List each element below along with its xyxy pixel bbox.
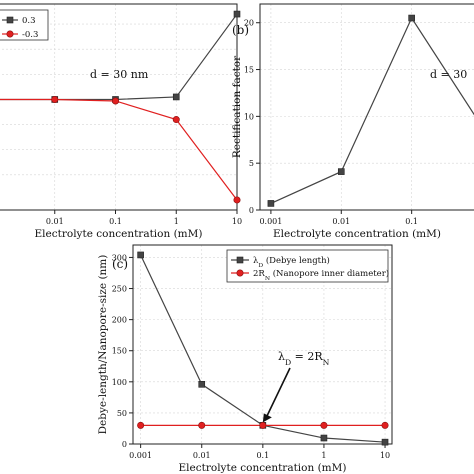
data-point xyxy=(112,97,120,105)
x-tick-label: 0.001 xyxy=(129,451,152,460)
data-point xyxy=(408,14,415,22)
x-tick-label: 1 xyxy=(321,451,326,460)
y-tick-label: 10 xyxy=(244,112,254,121)
data-point xyxy=(172,116,180,124)
data-point xyxy=(259,421,267,429)
x-tick-label: 0.1 xyxy=(256,451,269,460)
panel-label: (b) xyxy=(232,23,249,37)
y-tick-label: 0 xyxy=(122,440,127,449)
y-tick-label: 5 xyxy=(249,159,254,168)
data-point xyxy=(172,93,180,101)
data-point xyxy=(337,168,345,175)
legend-label: 0.3 xyxy=(22,16,36,26)
data-point xyxy=(137,421,145,429)
legend-label: λD (Debye length) xyxy=(253,255,330,269)
legend-marker xyxy=(6,30,14,38)
data-point xyxy=(198,421,206,429)
chart-panel-1: 0.01 0.1 1 10 Electrolyte concentration (mM)… xyxy=(0,3,242,240)
chart-panel-2: 0.001 0.01 0.1 0 5 10 15 20 Electrolyte concentr… xyxy=(231,3,474,240)
data-point xyxy=(320,434,328,442)
data-point xyxy=(198,380,206,388)
x-tick-label: 0.01 xyxy=(193,451,211,460)
annotation-label: λD = 2RN xyxy=(278,350,330,367)
legend-box xyxy=(226,249,389,283)
x-tick-label: 10 xyxy=(380,451,390,460)
y-tick-label: 250 xyxy=(112,285,127,294)
legend-box xyxy=(0,9,49,41)
data-point xyxy=(267,200,275,207)
annotation-arrow xyxy=(265,367,291,419)
chart-panel-3: 0.001 0.01 0.1 1 10050100150200250300Electro… xyxy=(97,244,393,474)
data-point xyxy=(233,196,241,204)
x-tick-label: 0.001 xyxy=(259,217,282,226)
y-tick-label: 15 xyxy=(244,66,254,75)
x-tick-label: 0.01 xyxy=(46,217,64,226)
data-point xyxy=(137,251,144,259)
annotation-label: d = 30 xyxy=(430,68,467,81)
plot-frame xyxy=(259,3,474,211)
x-tick-label: 0.01 xyxy=(332,217,350,226)
y-tick-label: 150 xyxy=(112,347,127,356)
x-axis-label: Electrolyte concentration (mM) xyxy=(179,462,347,474)
data-point xyxy=(51,95,59,103)
y-tick-label: 50 xyxy=(117,409,127,418)
legend: λD (Debye length)2RN (Nanopore inner dia… xyxy=(226,249,389,283)
legend-marker xyxy=(236,256,244,264)
y-tick-label: 200 xyxy=(112,316,127,325)
x-tick-label: 10 xyxy=(232,217,242,226)
series-line-1 xyxy=(270,16,474,204)
data-point xyxy=(233,10,241,18)
y-axis-label: Debye-length/Nanopore-size (nm) xyxy=(97,255,109,435)
annotation-label: d = 30 nm xyxy=(90,68,149,81)
x-tick-label: 0.1 xyxy=(109,217,122,226)
legend-marker xyxy=(6,16,14,24)
y-tick-label: 20 xyxy=(244,19,254,28)
x-tick-label: 1 xyxy=(174,217,179,226)
legend-label: 2RN (Nanopore inner diameter) xyxy=(253,268,389,282)
arrow-head xyxy=(262,413,272,423)
legend-label: -0.3 xyxy=(22,30,38,40)
data-point xyxy=(381,421,389,429)
data-point xyxy=(381,438,389,446)
y-tick-label: 0 xyxy=(249,206,254,215)
legend: 0.3 -0.3 xyxy=(0,9,49,41)
x-axis-label: Electrolyte concentration (mM) xyxy=(273,228,441,240)
data-point xyxy=(320,421,328,429)
legend-marker xyxy=(236,269,244,277)
x-axis-label: Electrolyte concentration (mM) xyxy=(35,228,203,240)
y-tick-label: 100 xyxy=(112,378,127,387)
x-tick-label: 0.1 xyxy=(405,217,418,226)
y-tick-label: 300 xyxy=(112,253,127,262)
panel-label: (c) xyxy=(112,257,128,271)
y-axis-label: Rectification factor xyxy=(231,55,243,158)
